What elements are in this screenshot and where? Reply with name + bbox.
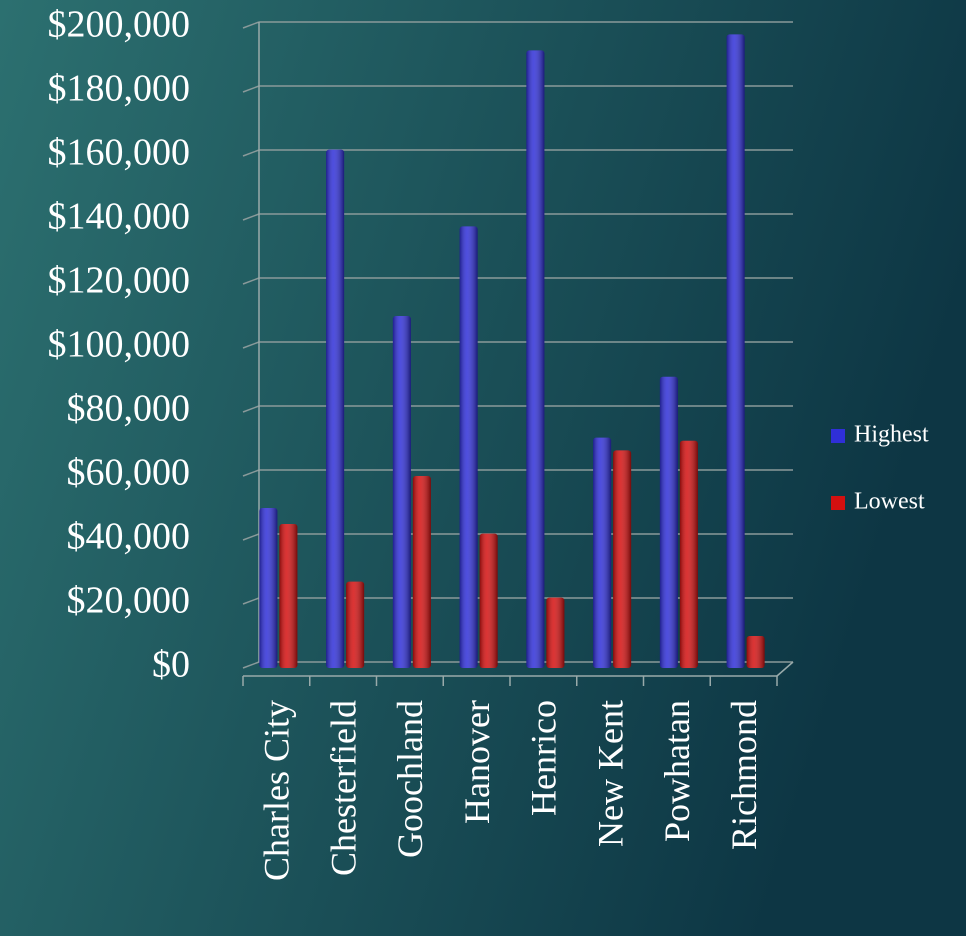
grid-line-side — [242, 21, 260, 29]
x-tick-label: Chesterfield — [323, 700, 363, 876]
legend-swatch — [831, 496, 845, 510]
x-axis-depth — [776, 661, 794, 677]
bar-shade — [526, 50, 545, 668]
bar-shade — [679, 440, 698, 668]
grid-line-side — [242, 213, 260, 221]
grid-line-side — [242, 277, 260, 285]
grid-line-side — [242, 469, 260, 477]
y-tick-label: $100,000 — [48, 324, 191, 366]
bar-shade — [479, 533, 498, 668]
bar-shade — [746, 636, 765, 668]
bar-shade — [259, 508, 278, 668]
y-tick-label: $200,000 — [48, 4, 191, 46]
legend-label: Highest — [854, 422, 929, 448]
legend-swatch — [831, 429, 845, 443]
grid-line-side — [242, 533, 260, 541]
x-tick-label: Charles City — [257, 700, 297, 881]
y-tick-label: $0 — [152, 644, 190, 686]
legend-label: Lowest — [854, 489, 925, 515]
x-tick-label: Richmond — [724, 700, 764, 850]
y-tick-label: $120,000 — [48, 260, 191, 302]
y-tick-label: $180,000 — [48, 68, 191, 110]
bar-shade — [726, 34, 745, 668]
grid-line-side — [242, 597, 260, 605]
grid-line-side — [242, 149, 260, 157]
y-tick-label: $60,000 — [67, 452, 191, 494]
x-tick-label: Powhatan — [657, 700, 697, 842]
bar-shade — [346, 581, 365, 668]
y-tick-label: $20,000 — [67, 580, 191, 622]
bar-shade — [392, 316, 411, 668]
bar-shade — [459, 226, 478, 668]
bar-shade — [412, 476, 431, 668]
x-tick-label: New Kent — [590, 700, 630, 847]
bar-shade — [279, 524, 298, 668]
bar-shade — [613, 450, 632, 668]
y-tick-label: $160,000 — [48, 132, 191, 174]
grid-line-side — [242, 341, 260, 349]
bar-shade — [546, 597, 565, 668]
y-tick-label: $140,000 — [48, 196, 191, 238]
y-tick-label: $80,000 — [67, 388, 191, 430]
bar-shade — [659, 376, 678, 668]
grid-line-side — [242, 661, 260, 669]
x-tick-label: Hanover — [457, 700, 497, 824]
bar-shade — [593, 437, 612, 668]
bar-shade — [326, 149, 345, 669]
x-tick-label: Henrico — [524, 700, 564, 816]
grid-line-side — [242, 405, 260, 413]
y-tick-label: $40,000 — [67, 516, 191, 558]
x-tick-label: Goochland — [390, 700, 430, 858]
grid-line-side — [242, 85, 260, 93]
